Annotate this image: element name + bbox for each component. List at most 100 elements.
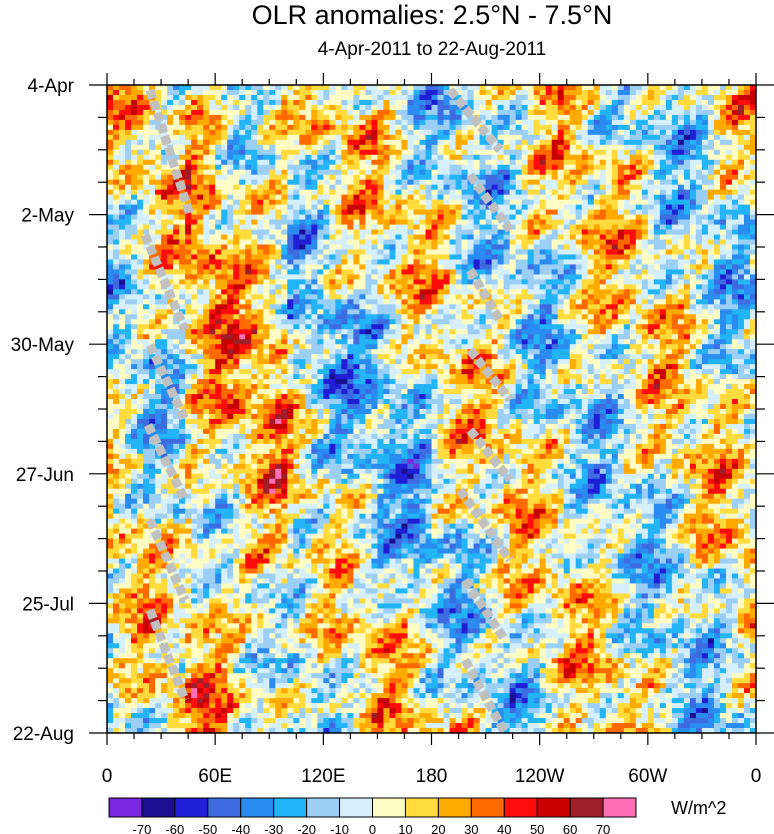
field-cell	[581, 194, 589, 201]
field-cell	[497, 139, 505, 146]
field-cell	[287, 194, 294, 201]
field-cell	[533, 264, 541, 270]
field-cell	[377, 284, 384, 290]
field-cell	[521, 219, 529, 226]
field-cell	[209, 244, 216, 250]
field-cell	[149, 124, 156, 131]
field-cell	[479, 259, 487, 265]
field-cell	[305, 164, 312, 171]
field-cell	[719, 164, 727, 171]
field-cell	[275, 124, 282, 131]
field-cell	[155, 234, 162, 241]
field-cell	[371, 89, 378, 96]
field-cell	[623, 219, 631, 226]
field-cell	[665, 269, 673, 275]
field-cell	[377, 109, 384, 116]
field-cell	[515, 294, 523, 300]
field-cell	[551, 299, 559, 305]
field-cell	[179, 99, 186, 106]
field-cell	[605, 219, 613, 226]
field-cell	[431, 309, 439, 315]
field-cell	[299, 119, 306, 126]
field-cell	[365, 204, 372, 211]
field-cell	[719, 139, 727, 146]
field-cell	[113, 129, 120, 136]
field-cell	[287, 164, 294, 171]
field-cell	[605, 159, 613, 166]
field-cell	[629, 129, 637, 136]
field-cell	[629, 199, 637, 206]
field-cell	[155, 204, 162, 211]
field-cell	[323, 119, 330, 126]
field-cell	[143, 264, 150, 270]
field-cell	[263, 299, 270, 305]
field-cell	[281, 264, 288, 270]
field-cell	[221, 239, 228, 245]
field-cell	[239, 254, 246, 260]
field-cell	[359, 144, 366, 151]
field-cell	[749, 124, 757, 131]
field-cell	[497, 224, 505, 231]
field-cell	[161, 299, 168, 305]
field-cell	[437, 169, 445, 176]
field-cell	[617, 284, 625, 290]
field-cell	[227, 85, 234, 91]
field-cell	[293, 119, 300, 126]
field-cell	[719, 199, 727, 206]
field-cell	[683, 149, 691, 156]
field-cell	[233, 179, 240, 186]
field-cell	[467, 214, 475, 221]
field-cell	[203, 274, 210, 280]
field-cell	[719, 124, 727, 131]
field-cell	[275, 309, 282, 315]
field-cell	[161, 144, 168, 151]
field-cell	[629, 224, 637, 231]
field-cell	[533, 159, 541, 166]
field-cell	[629, 174, 637, 181]
field-cell	[671, 179, 679, 186]
field-cell	[293, 194, 300, 201]
field-cell	[491, 264, 499, 270]
field-cell	[125, 169, 132, 176]
field-cell	[749, 254, 757, 260]
field-cell	[383, 109, 390, 116]
field-cell	[443, 214, 451, 221]
field-cell	[635, 154, 643, 161]
field-cell	[389, 309, 396, 315]
field-cell	[605, 264, 613, 270]
field-cell	[665, 169, 673, 176]
field-cell	[479, 274, 487, 280]
field-cell	[473, 144, 481, 151]
field-cell	[251, 309, 258, 315]
field-cell	[113, 249, 120, 255]
field-cell	[131, 274, 138, 280]
field-cell	[623, 294, 631, 300]
field-cell	[569, 239, 577, 245]
field-cell	[719, 249, 727, 255]
field-cell	[239, 279, 246, 285]
field-cell	[425, 244, 432, 250]
field-cell	[137, 269, 144, 275]
field-cell	[419, 164, 426, 171]
field-cell	[125, 209, 132, 216]
field-cell	[245, 294, 252, 300]
field-cell	[419, 99, 426, 106]
field-cell	[425, 129, 432, 136]
field-cell	[509, 184, 517, 191]
field-cell	[695, 119, 703, 126]
field-cell	[617, 159, 625, 166]
field-cell	[653, 194, 661, 201]
field-cell	[335, 169, 342, 176]
field-cell	[695, 249, 703, 255]
field-cell	[677, 179, 685, 186]
field-cell	[125, 134, 132, 141]
field-cell	[641, 244, 649, 250]
field-cell	[419, 149, 426, 156]
field-cell	[605, 189, 613, 196]
field-cell	[605, 279, 613, 285]
field-cell	[581, 114, 589, 121]
field-cell	[623, 279, 631, 285]
field-cell	[221, 219, 228, 226]
field-cell	[491, 224, 499, 231]
field-cell	[689, 159, 697, 166]
